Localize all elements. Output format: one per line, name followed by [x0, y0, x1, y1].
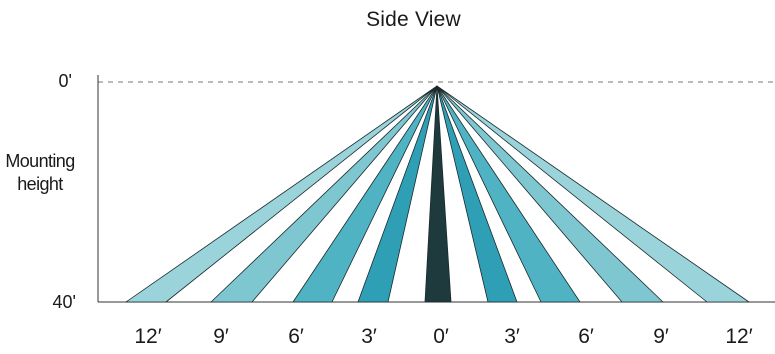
- beam-left-12: [125, 85, 438, 303]
- x-tick-3-left: 3′: [361, 325, 377, 348]
- diagram-title: Side View: [366, 8, 461, 31]
- x-tick-9-left: 9′: [213, 325, 229, 348]
- x-tick-3-right: 3′: [504, 325, 520, 348]
- beam-right-9: [436, 85, 664, 303]
- y-axis-label: Mounting height: [5, 151, 75, 194]
- y-tick-40: 40': [52, 292, 76, 312]
- detection-beams: [125, 85, 750, 303]
- beam-left-6: [292, 85, 438, 303]
- beam-left-3: [357, 85, 438, 303]
- beam-right-3: [436, 85, 518, 303]
- beam-center: [424, 85, 452, 303]
- x-tick-9-right: 9′: [653, 325, 669, 348]
- y-tick-0: 0': [58, 71, 72, 91]
- x-tick-12-right: 12′: [725, 325, 753, 348]
- x-tick-12-left: 12′: [134, 325, 162, 348]
- x-tick-6-left: 6′: [288, 325, 304, 348]
- beam-right-12: [436, 85, 750, 303]
- x-tick-0: 0′: [433, 325, 449, 348]
- beam-left-9: [210, 85, 438, 303]
- x-tick-6-right: 6′: [578, 325, 594, 348]
- beam-right-6: [436, 85, 581, 303]
